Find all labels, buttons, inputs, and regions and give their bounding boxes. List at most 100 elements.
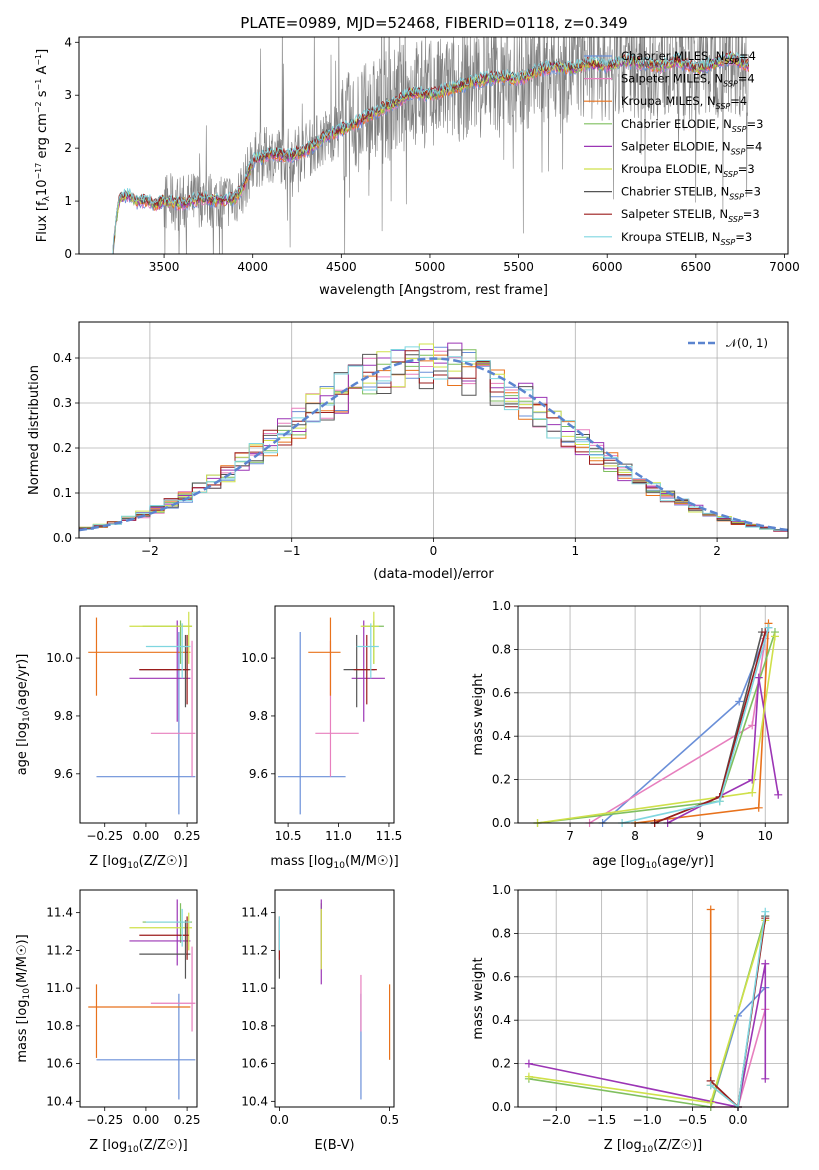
errorbar-chabrier-elodie [142, 903, 193, 943]
panel-age_vs_Z: −0.25 0.00 0.259.69.810.0Z [log10(Z/Z☉)]ag… [15, 605, 201, 871]
y-tick-label: 0.2 [53, 441, 72, 455]
legend-label-sub: SSP [728, 215, 743, 224]
axis-label-part: age [log [592, 854, 645, 869]
axis-label-part: Z [log [89, 854, 127, 869]
y-tick-label: 11.4 [46, 906, 73, 920]
legend-label-suffix: =3 [738, 162, 755, 176]
panel-spectrum: 3500 4000 4500 5000 5500 6000 6500 7000 0 1 2 3 4 Cha… [34, 35, 800, 298]
x-tick-label: −1 [283, 544, 301, 558]
axis-label-part: (age/yr)] [15, 654, 30, 711]
errorbar-salpeter-stelib [139, 916, 189, 960]
axis-label: age [log10(age/yr)] [15, 654, 32, 776]
legend-label-suffix: =4 [738, 72, 755, 86]
point-marker [706, 1098, 715, 1107]
figure-title: PLATE=0989, MJD=52468, FIBERID=0118, z=0… [240, 14, 627, 32]
axis-label-part: 10 [642, 1145, 654, 1155]
model-line-kroupa-stelib [112, 51, 750, 254]
point-marker [761, 959, 770, 968]
errorbar-kroupa-stelib [356, 623, 379, 679]
y-axis-label-part: −17 [34, 163, 43, 180]
plot-area-mass_vs_Z [88, 899, 196, 1100]
axis-label: Z [log10(Z/Z☉)] [89, 1138, 187, 1155]
x-tick-label: −0.25 [86, 829, 123, 843]
x-tick-label: −1.0 [633, 1113, 662, 1127]
axis-label-part: (M/M☉)] [345, 854, 399, 869]
axis-label: Z [log10(Z/Z☉)] [89, 854, 187, 871]
point-marker [524, 1072, 533, 1081]
series-line [709, 909, 739, 1108]
axis-label-part: 10 [645, 861, 657, 871]
series-chabrier-miles [598, 623, 773, 827]
panel-mass_vs_ebv: 0.0 0.5 10.4 10.6 10.8 11.0 11.2 11.4 E(B-V) [241, 889, 399, 1153]
point-marker [748, 788, 757, 797]
legend-label: Kroupa STELIB, NSSP=3 [621, 230, 752, 247]
point-marker [706, 1081, 715, 1090]
legend-label: Kroupa MILES, NSSP=4 [621, 94, 747, 111]
panel-mass_vs_Z: −0.25 0.00 0.25 10.4 10.6 10.8 11.0 11.2 11.4 Z [… [15, 889, 201, 1155]
y-tick-label: 1.0 [492, 599, 511, 613]
points-group [88, 899, 196, 1100]
points-group [278, 611, 385, 815]
x-tick-label: 5500 [503, 260, 534, 274]
y-tick-label: 9.8 [54, 709, 73, 723]
x-tick-label: 0.0 [728, 1113, 747, 1127]
y-tick-label: 0.3 [53, 396, 72, 410]
legend-label: Kroupa ELODIE, NSSP=3 [621, 162, 755, 179]
errorbar-salpeter-elodie [129, 899, 191, 966]
x-tick-label: 5000 [415, 260, 446, 274]
errorbar-salpeter-elodie [129, 620, 191, 722]
y-axis-label-part: −1 [34, 54, 43, 66]
y-tick-label: 0.8 [492, 926, 511, 940]
series-kroupa-miles [631, 619, 773, 827]
x-tick-label: 0.00 [133, 1113, 160, 1127]
series-kroupa-elodie [524, 916, 770, 1107]
axes-frame [78, 36, 789, 255]
y-axis-label: mass weight [471, 957, 486, 1039]
y-tick-label: 11.2 [241, 943, 268, 957]
panel-residuals: −2 −1 0 1 2 0.0 0.1 0.2 0.3 0.4 𝒩(0, 1) (data-model… [27, 321, 789, 582]
x-tick-label: 6500 [681, 260, 712, 274]
legend-label: Salpeter ELODIE, NSSP=4 [621, 139, 762, 156]
series-kroupa-miles [706, 905, 742, 1111]
y-tick-label: 10.6 [241, 1057, 268, 1071]
axes-frame [517, 889, 789, 1108]
y-axis-label-part: ] [35, 49, 50, 54]
errorbar-kroupa-stelib [145, 623, 191, 679]
axis-label-part: age [log [15, 722, 30, 775]
axis-label-part: Z [log [89, 1138, 127, 1153]
spectrum-data-group [112, 37, 750, 254]
x-tick-label: 0.25 [174, 829, 201, 843]
y-tick-label: 10.8 [46, 1019, 73, 1033]
y-tick-label: 0.2 [492, 773, 511, 787]
x-tick-label: 11.0 [325, 829, 352, 843]
y-tick-label: 0.1 [53, 486, 72, 500]
legend-label: Chabrier MILES, NSSP=4 [621, 49, 756, 66]
legend-label-suffix: =4 [745, 139, 762, 153]
point-marker [524, 1059, 533, 1068]
y-axis-label-part: −1 [34, 79, 43, 91]
y-tick-label: 0.0 [492, 816, 511, 830]
y-tick-label: 3 [64, 88, 72, 102]
x-tick-label: −2 [141, 544, 159, 558]
y-tick-label: 0.0 [492, 1100, 511, 1114]
axis-label: mass [log10(M/M☉)] [270, 854, 398, 871]
legend-label: 𝒩(0, 1) [726, 336, 768, 350]
legend-label-sub: SSP [724, 57, 739, 66]
normal-curve [79, 357, 788, 532]
y-tick-label: 10.0 [241, 651, 268, 665]
legend-label-text: Salpeter STELIB, N [621, 207, 728, 221]
errorbar-salpeter-miles [150, 640, 196, 777]
y-tick-label: 0.2 [492, 1057, 511, 1071]
axis-label-part: 10 [127, 861, 139, 871]
legend-label: Salpeter MILES, NSSP=4 [621, 72, 755, 89]
y-tick-label: 9.6 [54, 767, 73, 781]
lines-group [533, 619, 783, 827]
x-tick-label: 0.25 [174, 1113, 201, 1127]
legend-label: Chabrier STELIB, NSSP=3 [621, 185, 761, 202]
axis-label: mass [log10(M/M☉)] [15, 934, 32, 1062]
axis-label-part: mass [log [270, 854, 333, 869]
x-tick-label: 3500 [149, 260, 180, 274]
legend-label-text: Salpeter ELODIE, N [621, 139, 731, 153]
x-tick-label: 4000 [237, 260, 268, 274]
